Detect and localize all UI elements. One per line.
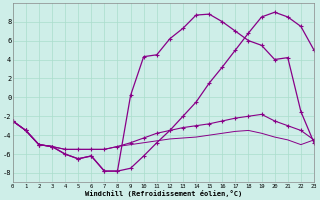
X-axis label: Windchill (Refroidissement éolien,°C): Windchill (Refroidissement éolien,°C) xyxy=(85,190,242,197)
